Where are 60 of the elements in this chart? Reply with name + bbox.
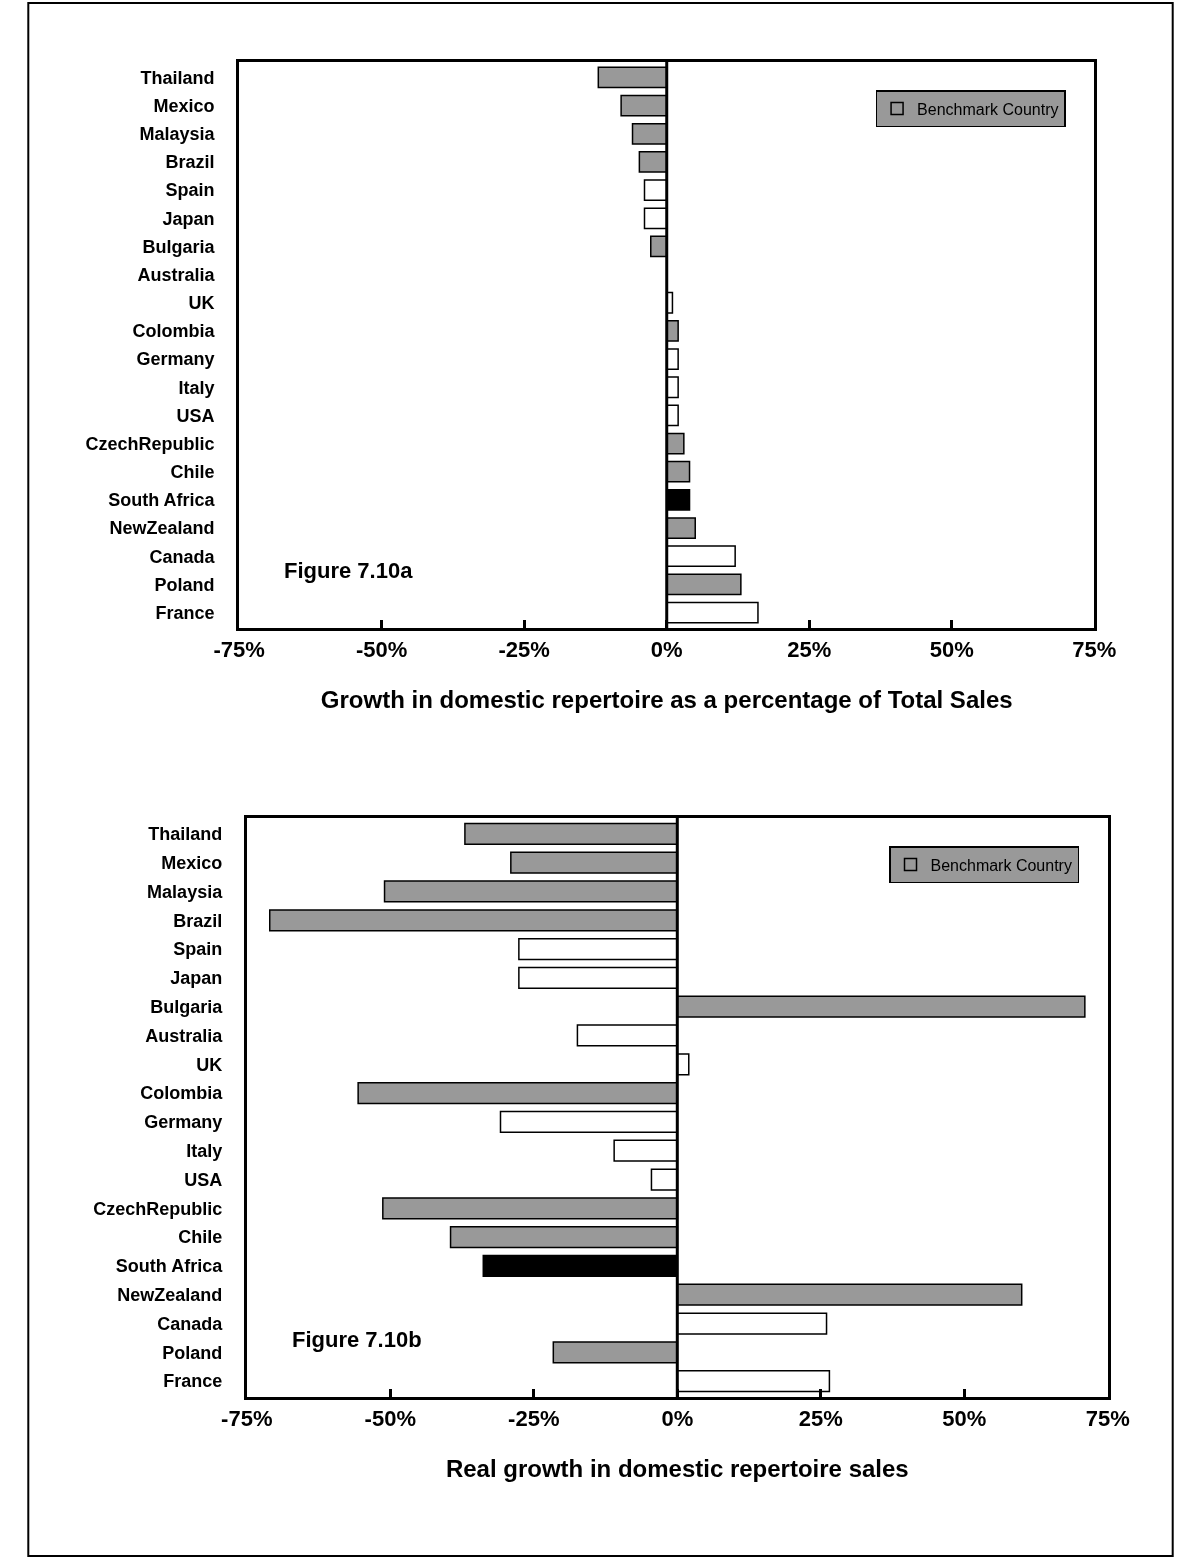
y-tick-label: Chile: [178, 1227, 223, 1248]
y-tick-label: Spain: [173, 939, 223, 960]
y-tick-label: Australia: [137, 264, 216, 285]
y-tick-label: CzechRepublic: [85, 433, 215, 454]
y-tick-label: Malaysia: [139, 124, 216, 145]
legend-label: Benchmark Country: [930, 856, 1072, 874]
y-tick-label: CzechRepublic: [93, 1198, 223, 1219]
x-tick-label: 50%: [929, 637, 974, 663]
y-tick-label: Thailand: [148, 824, 223, 845]
x-axis-title: Growth in domestic repertoire as a percentage of Total Sales: [320, 685, 1013, 713]
x-tick-label: 75%: [1072, 637, 1117, 663]
x-tick-label: 75%: [1085, 1406, 1130, 1432]
x-tick-label: 0%: [650, 637, 683, 663]
y-tick-label: Brazil: [173, 910, 223, 931]
x-tick-label: -25%: [498, 637, 550, 663]
annotation: Figure 7.10b: [292, 1327, 422, 1352]
y-tick-label: Poland: [154, 574, 215, 595]
y-tick-label: UK: [196, 1054, 223, 1075]
y-tick-label: Thailand: [140, 67, 215, 88]
y-tick-label: Germany: [144, 1112, 223, 1133]
y-tick-label: Canada: [157, 1313, 224, 1334]
y-tick-label: Mexico: [161, 852, 223, 873]
x-tick-label: 25%: [787, 637, 832, 663]
x-tick-label: -75%: [213, 637, 265, 663]
y-tick-label: Colombia: [140, 1083, 224, 1104]
y-tick-label: Canada: [149, 546, 216, 567]
y-tick-label: USA: [184, 1169, 223, 1190]
y-tick-label: NewZealand: [109, 518, 215, 539]
y-tick-label: UK: [188, 293, 215, 314]
y-tick-label: Chile: [170, 462, 215, 483]
y-tick-label: Spain: [165, 180, 215, 201]
x-tick-label: 25%: [798, 1406, 843, 1432]
y-tick-label: Mexico: [153, 95, 215, 116]
y-tick-label: France: [155, 602, 215, 623]
x-tick-label: 50%: [942, 1406, 987, 1432]
y-tick-label: NewZealand: [117, 1285, 223, 1306]
y-tick-label: Japan: [162, 208, 215, 229]
y-tick-label: Italy: [178, 377, 215, 398]
y-tick-label: Bulgaria: [142, 236, 216, 257]
y-tick-label: Colombia: [132, 321, 216, 342]
y-tick-label: Bulgaria: [150, 996, 224, 1017]
y-tick-label: France: [163, 1371, 223, 1392]
annotation: Figure 7.10a: [284, 558, 414, 583]
x-tick-label: -75%: [221, 1406, 273, 1432]
x-tick-label: -50%: [355, 637, 408, 663]
y-tick-label: Italy: [186, 1141, 223, 1162]
y-tick-label: South Africa: [108, 490, 216, 511]
y-tick-label: USA: [176, 405, 215, 426]
y-tick-label: South Africa: [115, 1256, 224, 1277]
legend-label: Benchmark Country: [917, 100, 1059, 118]
y-tick-label: Germany: [136, 349, 215, 370]
x-tick-label: -50%: [364, 1406, 416, 1432]
x-axis-title: Real growth in domestic repertoire sales: [445, 1454, 909, 1482]
y-tick-label: Brazil: [165, 152, 215, 173]
y-tick-label: Poland: [162, 1342, 223, 1363]
y-tick-label: Malaysia: [147, 881, 224, 902]
x-tick-label: -25%: [508, 1406, 560, 1432]
y-tick-label: Japan: [170, 968, 223, 989]
y-tick-label: Australia: [145, 1025, 224, 1046]
x-tick-label: 0%: [661, 1406, 694, 1432]
